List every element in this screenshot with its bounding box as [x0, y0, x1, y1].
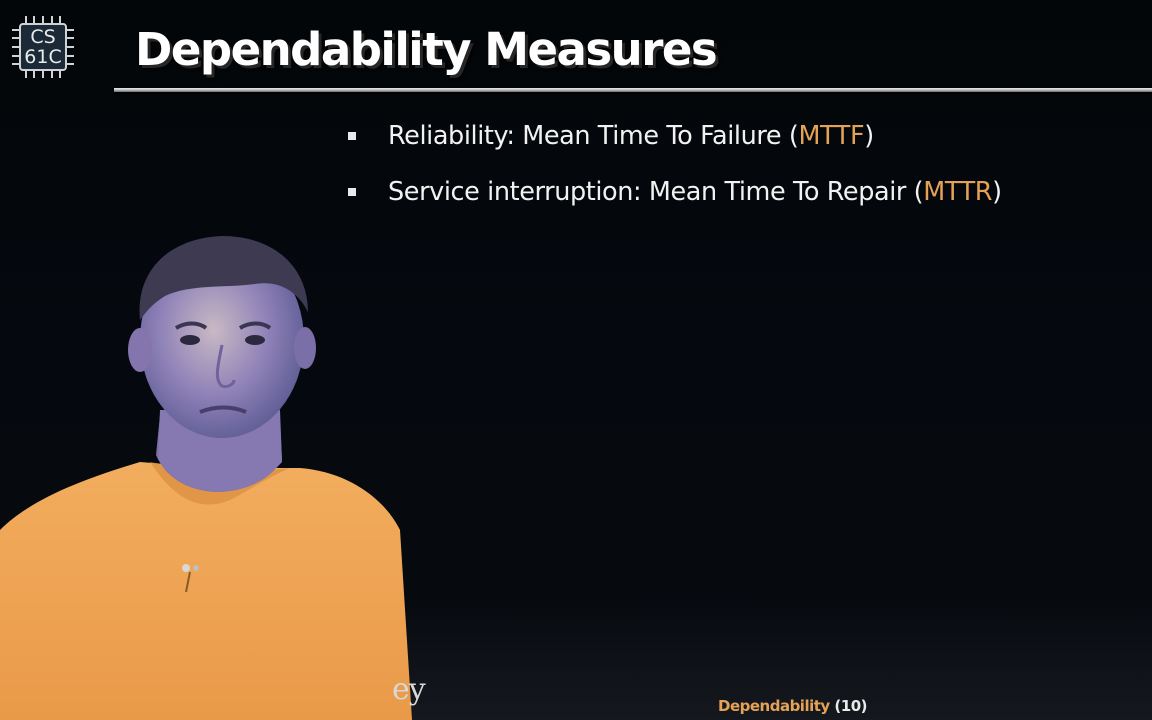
bullet-accent-term: MTTR [923, 177, 993, 207]
bullet-suffix: ) [864, 121, 874, 151]
bullet-item-service-interruption: Service interruption: Mean Time To Repai… [348, 164, 1002, 220]
logo-text: CS 61C [10, 14, 76, 80]
bullet-list: Reliability: Mean Time To Failure (MTTF)… [348, 108, 1002, 220]
slide-footer: Dependability (10) [718, 697, 868, 715]
slide-title: Dependability Measures [135, 23, 718, 76]
logo-line-1: CS [30, 26, 56, 48]
chip-icon [12, 16, 74, 78]
bullet-prefix: Reliability: Mean Time To Failure ( [388, 121, 799, 151]
cs61c-logo: CS 61C [10, 14, 76, 80]
square-bullet-icon [348, 132, 356, 140]
bullet-suffix: ) [992, 177, 1002, 207]
footer-topic: Dependability [718, 697, 830, 715]
bullet-prefix: Service interruption: Mean Time To Repai… [388, 177, 924, 207]
bullet-text: Reliability: Mean Time To Failure (MTTF) [388, 121, 874, 151]
bullet-item-reliability: Reliability: Mean Time To Failure (MTTF) [348, 108, 1002, 164]
logo-line-2: 61C [24, 46, 62, 68]
title-underline [114, 88, 1152, 92]
footer-page-number: (10) [834, 697, 868, 715]
presenter-video-overlay [0, 200, 440, 720]
footer-watermark-text: ey [392, 672, 426, 707]
bullet-accent-term: MTTF [798, 121, 865, 151]
bullet-text: Service interruption: Mean Time To Repai… [388, 177, 1002, 207]
square-bullet-icon [348, 188, 356, 196]
presenter-figure [0, 236, 412, 720]
